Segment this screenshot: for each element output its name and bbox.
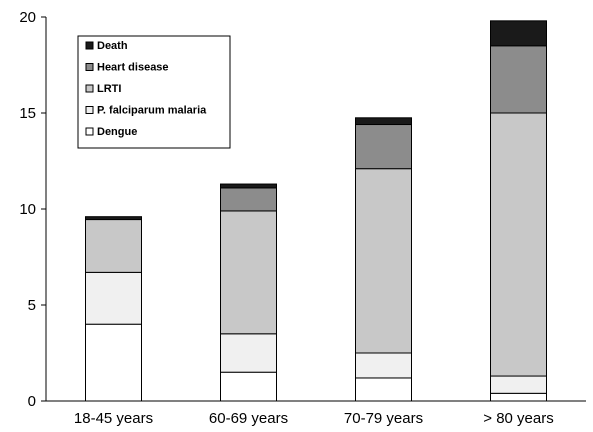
bar-segment-lrti-1 <box>220 210 277 335</box>
legend-swatch <box>85 106 94 114</box>
bar-segment-dengue-2 <box>355 377 412 402</box>
x-tick-label: > 80 years <box>483 410 553 427</box>
x-tick-label: 18-45 years <box>74 410 153 427</box>
legend: Death Heart disease LRTI P. falciparum mala… <box>77 35 231 149</box>
legend-label: Dengue <box>97 126 137 138</box>
bar-segment-death-0 <box>85 216 142 221</box>
legend-label: Death <box>97 40 128 52</box>
bar-segment-heart-disease-2 <box>355 124 412 170</box>
bar-segment-dengue-0 <box>85 323 142 402</box>
bar-segment-heart-disease-3 <box>490 45 547 114</box>
bar-segment-dengue-3 <box>490 392 547 402</box>
bar-segment-lrti-0 <box>85 219 142 273</box>
bar-segment-p-falciparum-malaria-2 <box>355 352 412 379</box>
x-axis-labels: 18-45 years 60-69 years 70-79 years > 80 ye… <box>74 410 554 427</box>
bar-segment-death-2 <box>355 117 412 126</box>
legend-swatch <box>85 84 94 93</box>
bar-segment-p-falciparum-malaria-1 <box>220 333 277 373</box>
bar-segment-lrti-3 <box>490 112 547 377</box>
legend-label: LRTI <box>97 83 121 95</box>
legend-swatch <box>85 41 94 50</box>
bar-segment-heart-disease-1 <box>220 187 277 212</box>
legend-label: Heart disease <box>97 62 169 74</box>
legend-label: P. falciparum malaria <box>97 105 207 117</box>
legend-swatch <box>85 63 94 71</box>
bar-segment-death-3 <box>490 20 547 47</box>
x-tick-label: 70-79 years <box>344 410 423 427</box>
bar-segment-lrti-2 <box>355 168 412 354</box>
y-tick-label: 5 <box>28 297 36 314</box>
x-tick-label: 60-69 years <box>209 410 288 427</box>
bars <box>85 20 547 402</box>
y-tick-label: 20 <box>19 9 36 26</box>
bar-segment-death-1 <box>220 183 277 189</box>
bar-segment-p-falciparum-malaria-3 <box>490 375 547 394</box>
bar-segment-p-falciparum-malaria-0 <box>85 271 142 325</box>
bar-segment-dengue-1 <box>220 371 277 402</box>
y-tick-label: 10 <box>19 201 36 218</box>
legend-swatch <box>85 127 94 136</box>
y-tick-label: 15 <box>19 105 36 122</box>
legend-box <box>77 35 231 149</box>
y-tick-label: 0 <box>28 393 36 410</box>
y-axis-labels: 0 5 10 15 20 <box>19 9 36 410</box>
